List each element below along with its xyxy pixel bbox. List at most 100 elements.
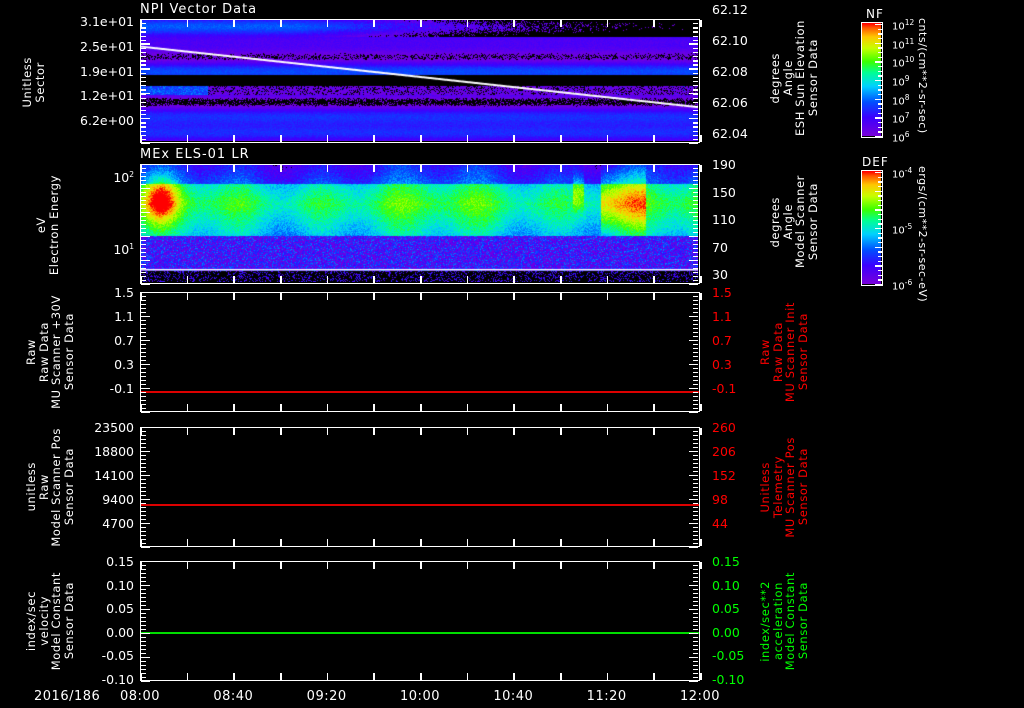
- tick-mark: [140, 276, 142, 283]
- tick-mark: [186, 562, 189, 569]
- tick-mark: [653, 673, 655, 680]
- tick-mark-major: [141, 291, 150, 294]
- tick-mark: [693, 641, 698, 643]
- axis-tick-label: -0.1: [109, 381, 134, 396]
- axis-title-word: Sensor Data: [795, 448, 810, 526]
- tick-mark: [693, 138, 698, 141]
- tick-mark-major: [689, 92, 698, 95]
- axis-tick-label: 70: [712, 239, 728, 255]
- tick-mark: [141, 64, 146, 66]
- tick-mark: [141, 673, 146, 675]
- colorbar-tick-label: 106: [892, 130, 910, 145]
- tick-mark: [693, 76, 698, 79]
- tick-mark-major: [689, 43, 698, 45]
- tick-mark-major: [141, 498, 150, 501]
- tick-mark: [693, 519, 698, 521]
- axis-title-word: Model Constant: [783, 571, 797, 671]
- tick-mark: [466, 673, 469, 680]
- tick-mark: [693, 384, 698, 386]
- xaxis-tick-label: 10:00: [400, 689, 440, 704]
- colorbar-tick-mark: [878, 218, 882, 220]
- tick-mark: [141, 597, 146, 599]
- tick-mark: [141, 52, 146, 54]
- colorbar-tick-label: 108: [892, 92, 910, 107]
- colorbar-tick-label: 10-5: [892, 222, 913, 237]
- tick-mark: [560, 135, 562, 142]
- panel-npi-right-axis-title: Sensor Data ESH Sun Elevation Angle degrees: [768, 12, 820, 144]
- tick-mark: [693, 134, 698, 137]
- tick-mark: [466, 293, 469, 300]
- tick-mark: [693, 471, 698, 473]
- tick-mark: [141, 72, 146, 75]
- tick-mark: [700, 276, 702, 283]
- colorbar-tick-mark: [875, 284, 882, 286]
- tick-mark: [141, 653, 146, 655]
- tick-mark: [280, 562, 282, 569]
- colorbar-tick-mark: [878, 274, 882, 276]
- tick-mark: [466, 20, 469, 27]
- tick-mark: [141, 491, 146, 493]
- tick-mark: [141, 661, 146, 663]
- axis-tick-label: 0.00: [712, 624, 740, 640]
- tick-mark-major: [689, 363, 698, 366]
- tick-mark: [233, 165, 235, 172]
- tick-mark-major: [689, 546, 698, 549]
- colorbar-tick-mark: [878, 256, 882, 258]
- tick-mark: [141, 368, 146, 370]
- tick-mark: [141, 519, 146, 521]
- tick-mark: [693, 216, 698, 218]
- colorbar-tick-label: 109: [892, 74, 910, 89]
- tick-mark-major: [141, 142, 150, 145]
- tick-mark: [280, 673, 282, 680]
- axis-tick-label: 98: [712, 492, 728, 507]
- tick-mark-major: [689, 187, 698, 190]
- tick-mark: [140, 20, 142, 27]
- tick-mark: [693, 593, 698, 595]
- colorbar-tick-mark: [875, 265, 882, 267]
- tick-mark: [141, 641, 146, 643]
- tick-mark: [141, 637, 146, 639]
- panel-mu-scanner-30v-frame: [140, 292, 700, 412]
- axis-tick-label: 2.5e+01: [80, 38, 134, 54]
- tick-mark: [141, 360, 146, 362]
- tick-mark: [693, 320, 698, 322]
- colorbar-tick-mark: [878, 47, 882, 49]
- tick-mark: [693, 447, 698, 449]
- axis-title-word: MU Scanner Init: [783, 301, 797, 403]
- tick-mark: [141, 336, 146, 338]
- tick-mark: [141, 569, 146, 571]
- tick-mark: [700, 539, 702, 546]
- tick-mark: [693, 653, 698, 655]
- tick-mark: [693, 673, 698, 675]
- axis-tick-label: 0.15: [106, 554, 134, 569]
- axis-title-word: Angle: [780, 204, 795, 240]
- tick-mark: [326, 562, 329, 569]
- tick-mark: [693, 376, 698, 378]
- tick-mark: [466, 135, 469, 142]
- tick-mark: [233, 135, 235, 142]
- tick-mark: [513, 293, 515, 300]
- colorbar-tick-mark: [875, 42, 882, 44]
- tick-mark: [693, 392, 698, 394]
- colorbar-tick-mark: [875, 98, 882, 100]
- tick-mark: [141, 404, 146, 406]
- axis-tick-label: 0.00: [106, 624, 134, 640]
- tick-mark-major: [689, 283, 698, 286]
- colorbar-tick-mark: [878, 122, 882, 124]
- axis-title-word: Sensor Data: [795, 582, 810, 660]
- tick-mark: [693, 491, 698, 493]
- tick-mark: [141, 184, 146, 186]
- tick-mark: [141, 372, 146, 374]
- colorbar-tick-label: 1012: [892, 18, 915, 33]
- tick-mark: [141, 97, 146, 99]
- els-spectrogram-canvas: [141, 165, 698, 282]
- xaxis-tick-label: 12:00: [680, 689, 720, 704]
- tick-mark: [140, 539, 142, 546]
- tick-mark: [141, 196, 146, 198]
- tick-mark: [653, 135, 655, 142]
- tick-mark: [693, 114, 698, 116]
- xaxis-tick-label: 08:40: [213, 689, 254, 704]
- tick-mark: [693, 404, 698, 406]
- tick-mark: [141, 344, 146, 346]
- tick-mark: [141, 76, 146, 79]
